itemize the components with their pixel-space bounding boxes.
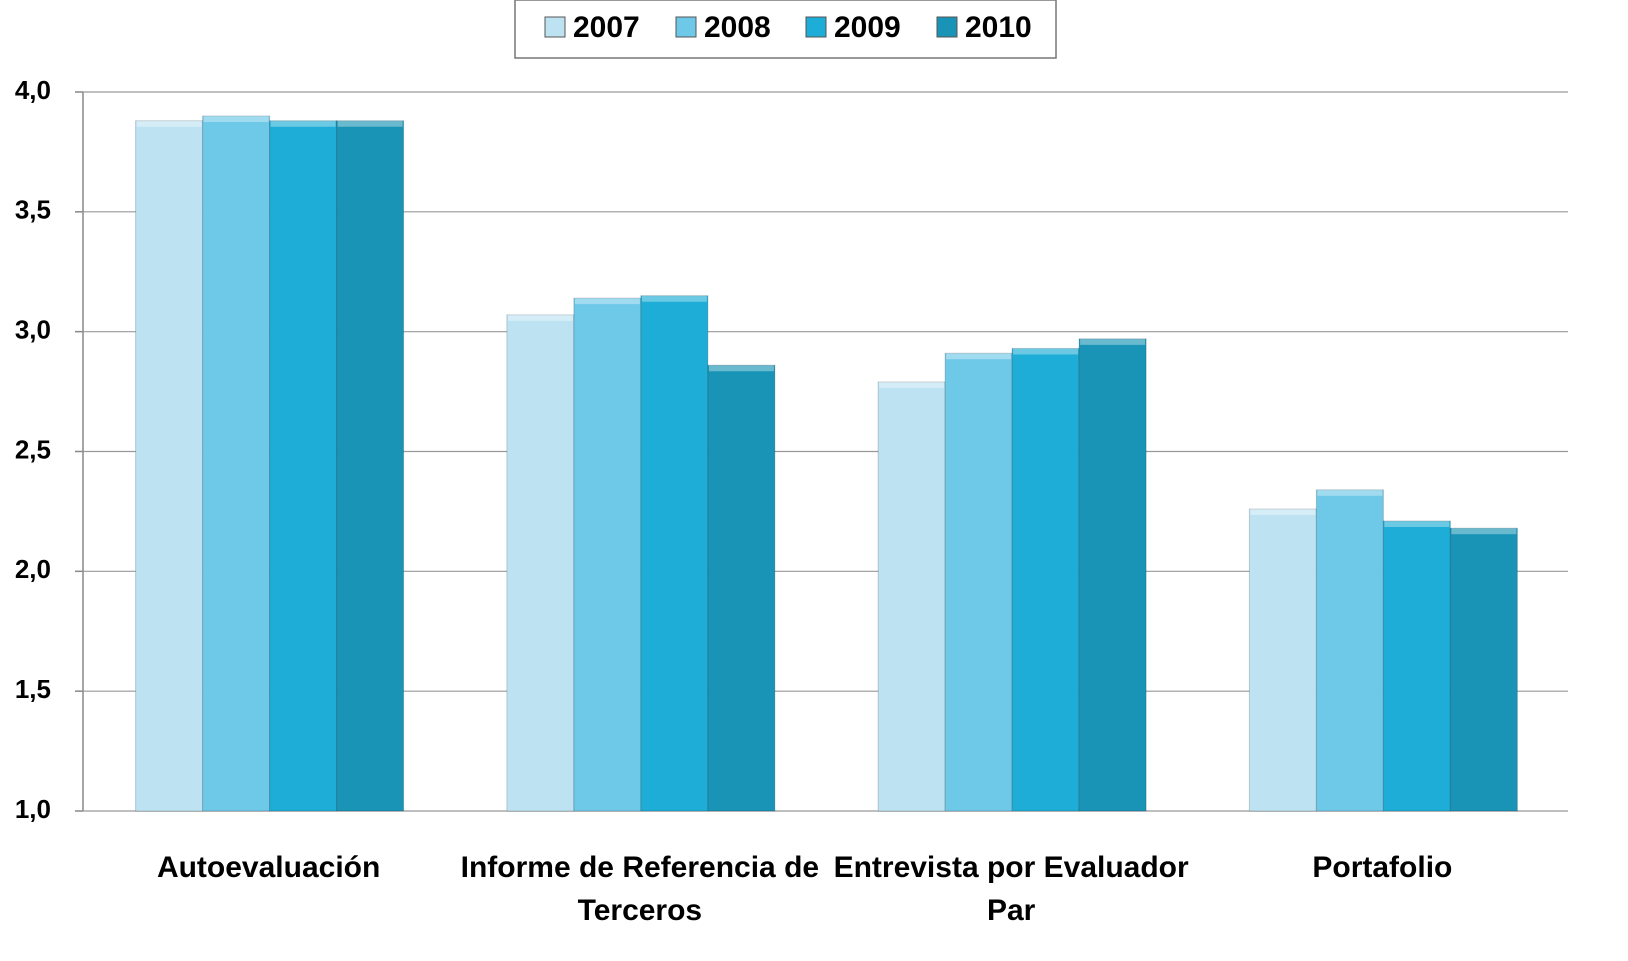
bar-highlight (879, 381, 945, 388)
bar-highlight (136, 120, 202, 127)
legend-swatch (675, 16, 697, 38)
legend-label: 2007 (573, 11, 640, 44)
legend-box (514, 0, 1057, 59)
bar-highlight (1080, 338, 1146, 345)
bar-highlight (946, 353, 1012, 360)
bar-highlight (1384, 521, 1450, 528)
bar (1382, 520, 1451, 812)
bar-highlight (203, 115, 269, 122)
bar-highlight (1013, 348, 1079, 355)
y-tick-label: 1,0 (15, 794, 51, 824)
bar (1248, 508, 1317, 812)
x-tick-label: Entrevista por Evaluador Par (833, 851, 1189, 927)
bar-highlight (574, 298, 640, 305)
y-tick-label: 2,5 (15, 434, 51, 464)
bar (640, 295, 709, 812)
bar-highlight (270, 120, 336, 127)
legend-label: 2008 (704, 11, 771, 44)
bar (336, 120, 405, 812)
legend-swatch (544, 16, 566, 38)
legend-label: 2009 (834, 11, 901, 44)
y-tick-label: 3,5 (15, 195, 51, 225)
bar-highlight (1451, 528, 1517, 535)
bar-highlight (1250, 509, 1316, 516)
bar (1315, 489, 1384, 812)
bar (1449, 527, 1518, 812)
y-tick-label: 2,0 (15, 554, 51, 584)
bar (1011, 347, 1080, 812)
bar-highlight (641, 295, 707, 302)
legend-swatch (805, 16, 827, 38)
y-tick-label: 1,5 (15, 674, 51, 704)
legend-swatch (936, 16, 958, 38)
bar-highlight (507, 314, 573, 321)
legend-label: 2010 (965, 11, 1032, 44)
bar (1078, 338, 1147, 812)
x-tick-label: Autoevaluación (156, 851, 381, 884)
x-tick-label: Portafolio (1312, 851, 1453, 884)
y-tick-label: 4,0 (15, 75, 51, 105)
bar-highlight (1317, 489, 1383, 496)
bar (506, 314, 575, 812)
bar (135, 120, 204, 812)
x-tick-label: Informe de Referencia de Terceros (460, 851, 820, 927)
bar (573, 297, 642, 812)
bar (202, 115, 271, 812)
bar (944, 352, 1013, 812)
bar (707, 364, 776, 812)
bar (269, 120, 338, 812)
y-tick-label: 3,0 (15, 315, 51, 345)
bar (877, 381, 946, 812)
bar-highlight (337, 120, 403, 127)
bar-highlight (708, 365, 774, 372)
